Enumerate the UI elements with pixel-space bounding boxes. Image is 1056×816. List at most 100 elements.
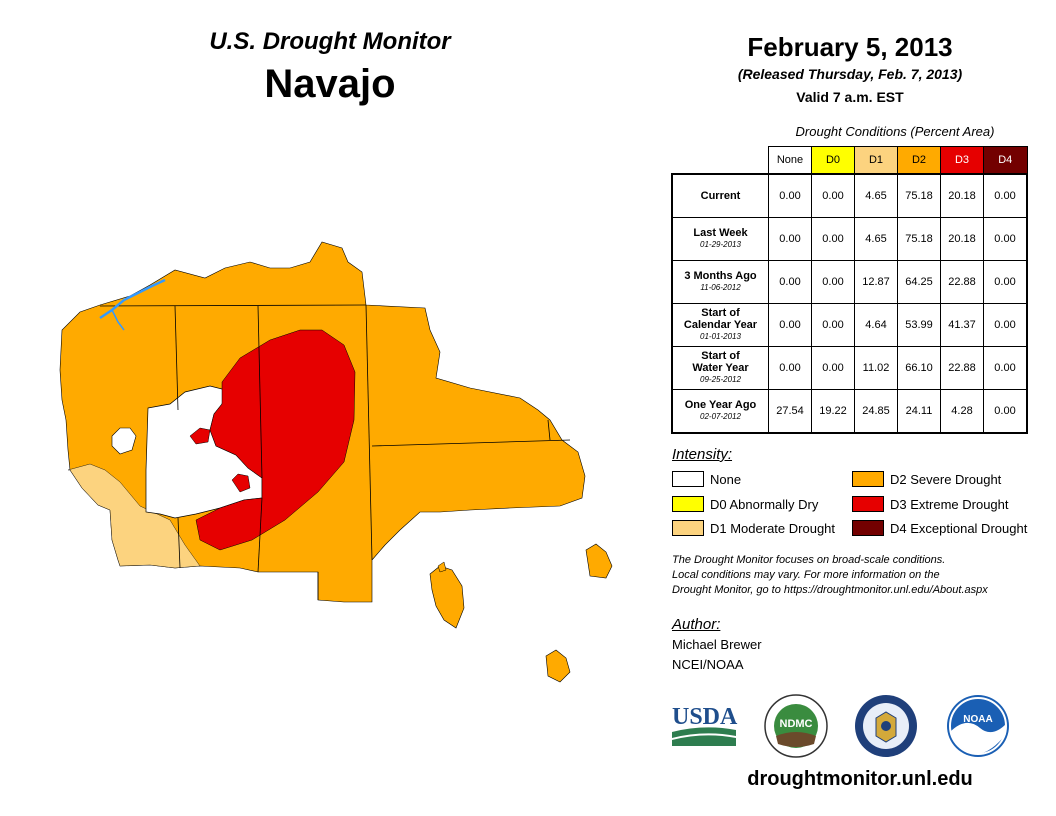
col-header-d1: D1 — [854, 146, 898, 175]
table-row: One Year Ago 02-07-2012 27.54 19.22 24.85 24.… — [671, 389, 1028, 434]
legend-item-d2: D2 Severe Drought — [852, 470, 1001, 488]
d1-region — [67, 463, 201, 569]
legend-label: D4 Exceptional Drought — [890, 520, 1028, 536]
row-label-text: Last Week — [693, 227, 748, 239]
row-label-text: Current — [700, 190, 741, 202]
col-header-none: None — [768, 146, 812, 175]
ndmc-text: NDMC — [780, 718, 813, 730]
table-cell: 75.18 — [897, 173, 941, 218]
d3-blob — [189, 427, 211, 445]
legend-item-d0: D0 Abnormally Dry — [672, 495, 818, 513]
usda-logo: USDA — [672, 704, 738, 746]
table-cell: 41.37 — [940, 303, 984, 347]
outlying-area — [429, 565, 465, 629]
legend-item-d3: D3 Extreme Drought — [852, 495, 1009, 513]
row-label-text: Start of — [701, 307, 740, 319]
river — [111, 309, 125, 331]
info-note: The Drought Monitor focuses on broad-sca… — [672, 553, 1042, 598]
monitor-title: U.S. Drought Monitor — [209, 28, 451, 55]
noaa-logo: NOAA — [947, 695, 1009, 757]
legend-swatch — [672, 471, 704, 487]
row-label: Start of Water Year 09-25-2012 — [671, 346, 769, 390]
row-label: One Year Ago 02-07-2012 — [671, 389, 769, 434]
table-cell: 4.65 — [854, 173, 898, 218]
table-row: Start of Calendar Year 01-01-2013 0.00 0.00 4… — [671, 303, 1028, 347]
legend-label: D1 Moderate Drought — [710, 520, 836, 536]
row-label-text: 3 Months Ago — [684, 270, 757, 282]
row-label: Last Week 01-29-2013 — [671, 217, 769, 261]
table-cell: 4.65 — [854, 217, 898, 261]
noaa-text: NOAA — [963, 714, 992, 725]
table-cell: 0.00 — [768, 173, 812, 218]
table-cell: 24.11 — [897, 389, 941, 434]
table-cell: 0.00 — [768, 217, 812, 261]
table-row: 3 Months Ago 11-06-2012 0.00 0.00 12.87 64.25… — [671, 260, 1028, 304]
col-header-d2: D2 — [897, 146, 941, 175]
table-row: Current 0.00 0.00 4.65 75.18 20.18 0.00 — [671, 173, 1028, 218]
table-cell: 66.10 — [897, 346, 941, 390]
legend-item-d4: D4 Exceptional Drought — [852, 519, 1027, 537]
legend-swatch — [852, 471, 884, 487]
legend-swatch — [852, 520, 884, 536]
legend-title: Intensity: — [672, 446, 733, 463]
table-cell: 75.18 — [897, 217, 941, 261]
table-row: Start of Water Year 09-25-2012 0.00 0.00 11.0… — [671, 346, 1028, 390]
map-date: February 5, 2013 — [747, 32, 953, 62]
row-date: 11-06-2012 — [700, 283, 741, 292]
row-date: 01-01-2013 — [700, 332, 741, 341]
drought-map — [59, 241, 613, 683]
col-header-d0: D0 — [811, 146, 855, 175]
table-cell: 0.00 — [983, 217, 1028, 261]
author-heading: Author: — [672, 616, 721, 633]
table-row: Last Week 01-29-2013 0.00 0.00 4.65 75.18 20.1… — [671, 217, 1028, 261]
table-cell: 0.00 — [983, 346, 1028, 390]
legend-label: D2 Severe Drought — [890, 471, 1002, 487]
table-cell: 0.00 — [811, 260, 855, 304]
legend-label: D0 Abnormally Dry — [710, 496, 819, 512]
website-link[interactable]: droughtmonitor.unl.edu — [747, 768, 973, 790]
legend-label: D3 Extreme Drought — [890, 496, 1009, 512]
table-cell: 0.00 — [811, 217, 855, 261]
row-label: Current — [671, 173, 769, 218]
legend-item-d1: D1 Moderate Drought — [672, 519, 835, 537]
legend-item-none: None — [672, 470, 741, 488]
row-date: 09-25-2012 — [700, 375, 741, 384]
table-cell: 0.00 — [768, 303, 812, 347]
row-date: 01-29-2013 — [700, 240, 741, 249]
table-cell: 19.22 — [811, 389, 855, 434]
outlying-area — [545, 649, 571, 683]
table-cell: 12.87 — [854, 260, 898, 304]
author-org: NCEI/NOAA — [672, 657, 744, 672]
table-caption: Drought Conditions (Percent Area) — [795, 124, 995, 139]
boundary-lines — [99, 304, 571, 600]
table-cell: 0.00 — [768, 260, 812, 304]
table-cell: 4.28 — [940, 389, 984, 434]
none-region-spot — [111, 427, 137, 455]
d3-region — [195, 329, 356, 551]
table-cell: 0.00 — [811, 346, 855, 390]
table-cell: 64.25 — [897, 260, 941, 304]
col-header-d4: D4 — [983, 146, 1028, 175]
row-label-text2: Calendar Year — [683, 319, 758, 331]
table-cell: 20.18 — [940, 173, 984, 218]
table-cell: 11.02 — [854, 346, 898, 390]
row-label-text: One Year Ago — [684, 399, 757, 411]
row-date: 02-07-2012 — [700, 412, 741, 421]
table-cell: 0.00 — [983, 389, 1028, 434]
d3-blob — [231, 473, 251, 493]
table-cell: 0.00 — [811, 303, 855, 347]
col-header-d3: D3 — [940, 146, 984, 175]
author-name: Michael Brewer — [672, 637, 762, 652]
table-header-row: None D0 D1 D2 D3 D4 — [672, 146, 1028, 175]
table-cell: 0.00 — [983, 303, 1028, 347]
table-cell: 0.00 — [983, 173, 1028, 218]
table-cell: 4.64 — [854, 303, 898, 347]
row-label: Start of Calendar Year 01-01-2013 — [671, 303, 769, 347]
region-title: Navajo — [264, 62, 396, 106]
drought-conditions-table: None D0 D1 D2 D3 D4 Current 0.00 0.00 4.65 7… — [671, 146, 1028, 434]
valid-time: Valid 7 a.m. EST — [796, 89, 904, 105]
row-label: 3 Months Ago 11-06-2012 — [671, 260, 769, 304]
note-line: Local conditions may vary. For more info… — [672, 569, 940, 581]
table-cell: 0.00 — [983, 260, 1028, 304]
table-cell: 0.00 — [811, 173, 855, 218]
